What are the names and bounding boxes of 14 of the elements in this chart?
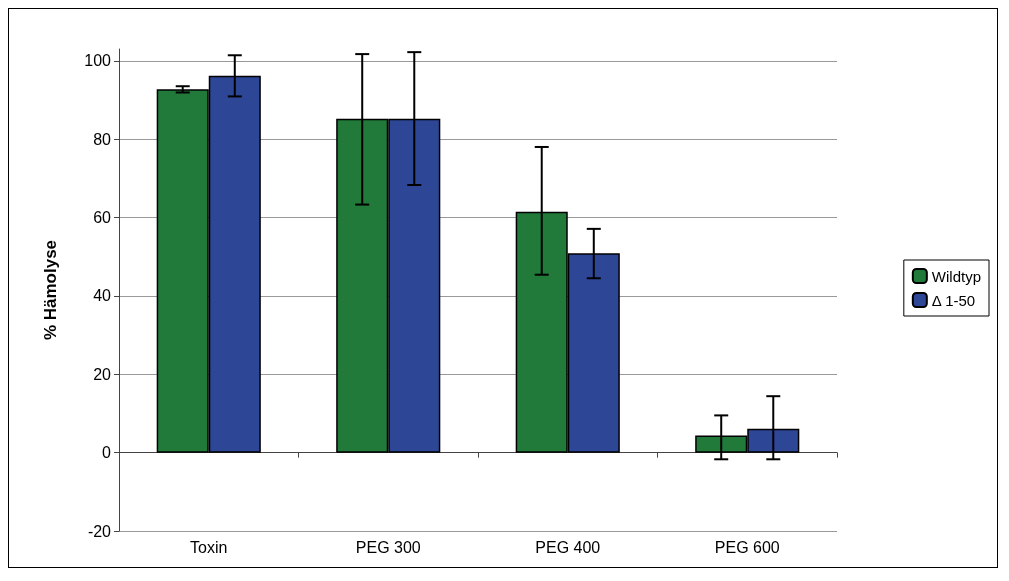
legend-label: Δ 1-50 (931, 291, 976, 309)
x-tick-label: PEG 300 (355, 538, 421, 556)
y-tick-label: 80 (93, 130, 112, 148)
y-axis-title: % Hämolyse (41, 239, 60, 341)
y-tick-label: 0 (102, 444, 112, 462)
y-tick-label: 40 (93, 287, 112, 305)
x-tick-label: Toxin (190, 538, 228, 556)
y-tick-label: 60 (93, 209, 112, 226)
x-tick-label: PEG 600 (714, 538, 780, 556)
y-tick-label: 20 (93, 365, 112, 383)
legend-label: Wildtyp (931, 267, 982, 285)
x-tick-label: PEG 400 (535, 538, 601, 556)
y-tick-label: -20 (87, 522, 112, 540)
y-tick-label: 100 (84, 52, 112, 70)
